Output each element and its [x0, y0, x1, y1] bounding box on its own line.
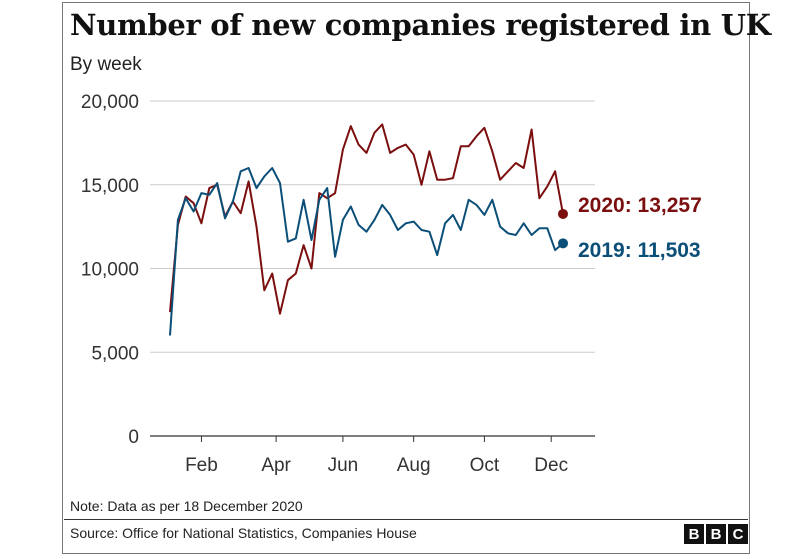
end-marker-2019 [558, 238, 568, 249]
bbc-logo: B B C [684, 524, 748, 544]
x-tick-label: Apr [261, 455, 291, 476]
chart-title: Number of new companies registered in UK [70, 8, 771, 42]
end-label-2020: 2020: 13,257 [578, 194, 702, 217]
chart-subtitle: By week [70, 54, 142, 75]
chart-frame [62, 2, 750, 554]
end-label-2019: 2019: 11,503 [578, 239, 701, 262]
x-tick-label: Dec [534, 455, 568, 476]
y-tick-label: 20,000 [81, 92, 139, 113]
logo-letter: C [728, 524, 748, 544]
x-tick-label: Jun [328, 455, 359, 476]
end-marker-2020 [558, 208, 568, 219]
x-tick-label: Aug [397, 455, 431, 476]
source-text: Source: Office for National Statistics, … [70, 525, 417, 541]
data-note: Note: Data as per 18 December 2020 [70, 498, 303, 514]
y-tick-label: 0 [128, 427, 139, 448]
y-tick-label: 15,000 [81, 176, 139, 197]
x-tick-label: Feb [185, 455, 218, 476]
y-tick-label: 5,000 [91, 343, 139, 364]
logo-letter: B [684, 524, 704, 544]
series-line-2019 [169, 167, 564, 336]
y-tick-label: 10,000 [81, 260, 139, 281]
x-tick-label: Oct [470, 455, 500, 476]
footer-divider [64, 519, 748, 520]
logo-letter: B [706, 524, 726, 544]
series-line-2020 [169, 123, 564, 315]
